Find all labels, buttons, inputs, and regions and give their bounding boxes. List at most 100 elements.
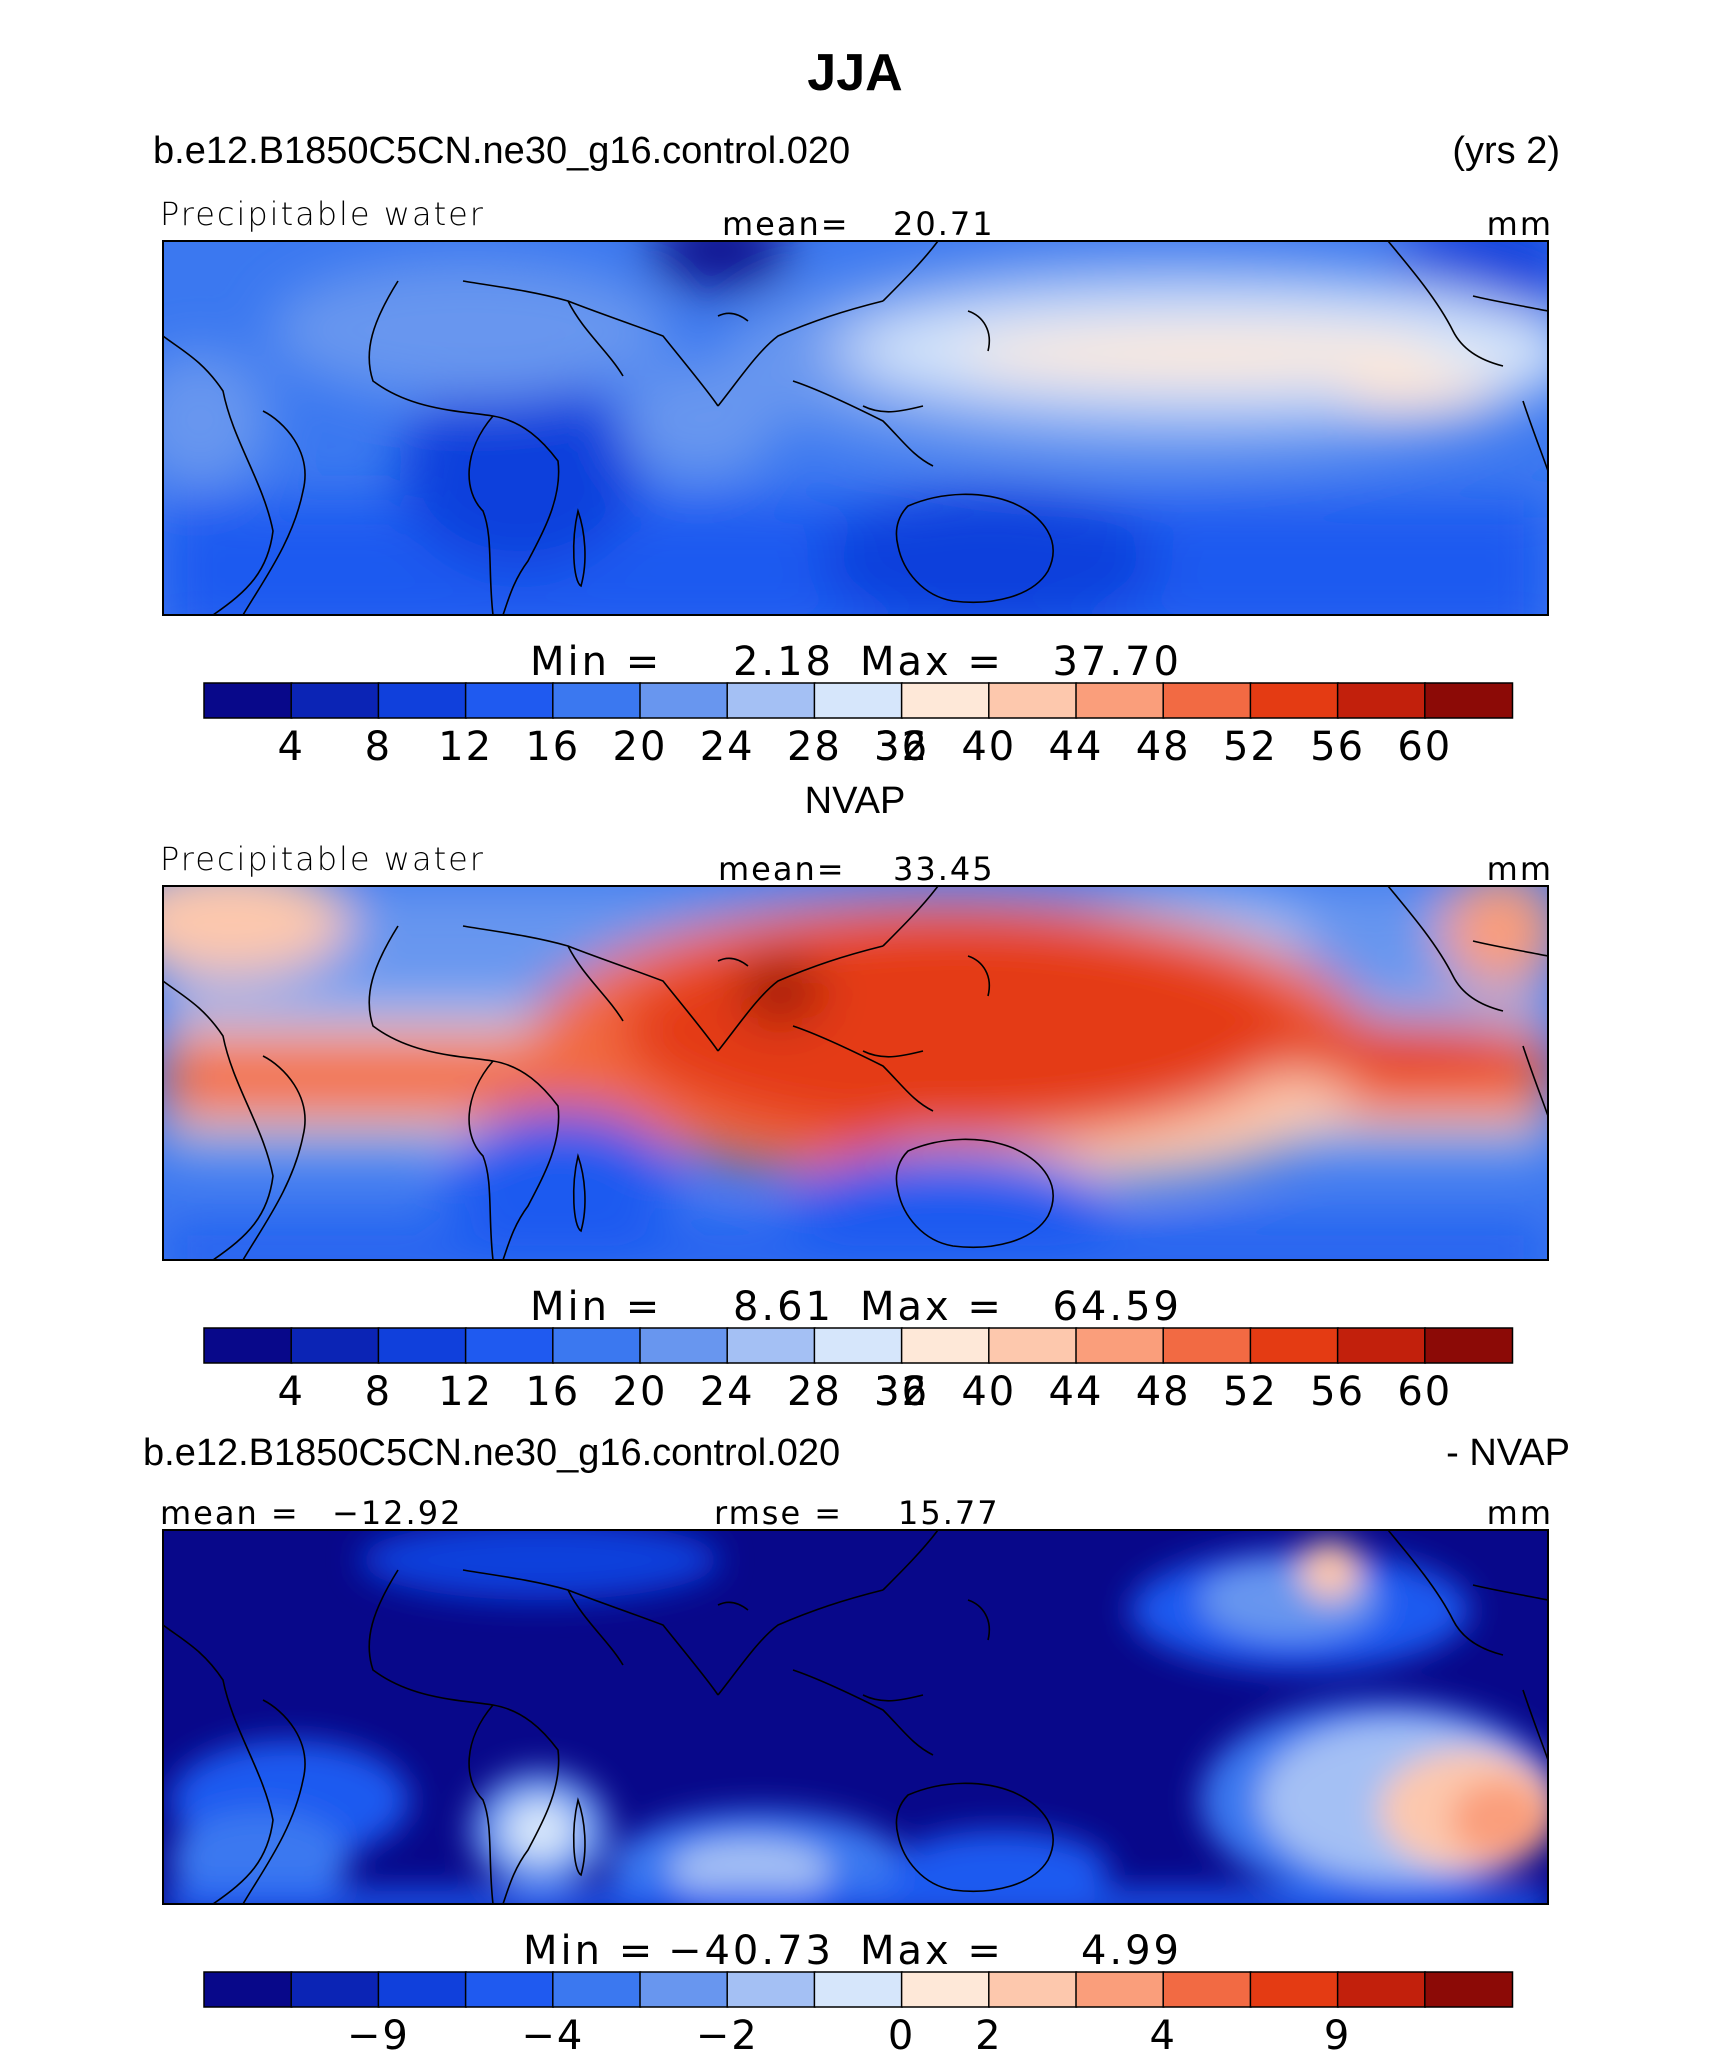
colorbar-tick-label: 4 [277,724,304,770]
colorbar-tick-label: 48 [1136,1369,1191,1415]
colorbar-tick-label: −9 [347,2013,410,2059]
colorbar-box [290,1327,380,1364]
panel-model-mean: mean= 20.71 [722,205,995,243]
panel-diff-frame [162,1529,1549,1905]
colorbar-tick-label: 36 [874,724,929,770]
panel-obs-mean-label: mean= [718,850,846,888]
panel-obs-frame [162,885,1549,1261]
colorbar-box [464,1971,555,2008]
colorbar-tick-label: 44 [1049,1369,1104,1415]
colorbar-box [1424,682,1514,719]
panel-diff-units: mm [1487,1494,1553,1532]
colorbar-box [552,1971,642,2008]
panel-obs-max-value: 64.59 [1052,1284,1182,1330]
panel-obs-map [163,886,1548,1260]
colorbar-tick-label: 12 [438,1369,493,1415]
colorbar-tick-label: −2 [696,2013,759,2059]
colorbar-tick-label: 52 [1223,1369,1278,1415]
colorbar-tick-label: 32 [874,724,929,770]
colorbar-box [726,1327,816,1364]
colorbar-box [988,1327,1078,1364]
colorbar-tick-label: 40 [961,1369,1016,1415]
colorbar-tick-label: 0 [888,2013,915,2059]
colorbar-box [813,1327,903,1364]
colorbar-tick-label: 36 [874,1369,929,1415]
colorbar-tick-label: 8 [365,1369,392,1415]
colorbar-tick-label: 44 [1049,724,1104,770]
panel-diff-mean-label: mean = [160,1494,300,1532]
panel-model: b.e12.B1850C5CN.ne30_g16.control.020 (yr… [153,130,1560,770]
colorbar-box [552,682,642,719]
panel-model-frame [162,240,1549,616]
colorbar-box [377,1971,467,2008]
colorbar-tick-label: 24 [700,1369,755,1415]
colorbar-tick-label: 16 [525,1369,580,1415]
colorbar-box [900,1327,991,1364]
colorbar-tick-label: 60 [1397,724,1452,770]
panel-obs-variable: Precipitable water [160,840,485,878]
panel-model-minmax: Min = 2.18 Max = 37.70 [530,639,1182,685]
colorbar-tick-label: 28 [787,724,842,770]
colorbar-box [639,1327,729,1364]
panel-obs-units: mm [1487,850,1553,888]
panel-model-min-value: 2.18 [733,639,834,685]
panel-diff-rmse-value: 15.77 [898,1494,1000,1532]
colorbar-tick-label: 20 [613,1369,668,1415]
colorbar-box [988,682,1078,719]
figure-title: JJA [807,44,902,102]
colorbar-box [464,1327,555,1364]
panel-obs-min-value: 8.61 [733,1284,834,1330]
colorbar-box [464,682,555,719]
panel-model-max-label: Max = [860,639,1004,685]
colorbar-tick-label: 8 [365,724,392,770]
panel-model-years: (yrs 2) [1452,130,1560,172]
colorbar-box [377,1327,467,1364]
colorbar-box [1249,1971,1339,2008]
colorbar-box [639,682,729,719]
colorbar-tick-label: 20 [613,724,668,770]
colorbar-tick-label: 48 [1136,724,1191,770]
panel-diff-minmax: Min = −40.73 Max = 4.99 [523,1928,1179,1974]
panel-diff-rmse: rmse = 15.77 [714,1494,1000,1532]
colorbar-box [726,1971,816,2008]
panel-obs-title: NVAP [805,780,906,822]
panel-obs-mean-value: 33.45 [893,850,995,888]
panel-diff-colorbar: −9 −4 −2 0 2 4 9 [203,1971,1514,2059]
panel-diff-max-label: Max = [860,1928,1004,1974]
panel-obs-mean: mean= 33.45 [718,850,995,888]
colorbar-box [290,1971,380,2008]
colorbar-box [1336,1971,1427,2008]
colorbar-tick-label: 4 [277,1369,304,1415]
colorbar-box [988,1971,1078,2008]
colorbar-box [290,682,380,719]
panel-diff-case: b.e12.B1850C5CN.ne30_g16.control.020 [143,1432,840,1474]
panel-diff-min-value: −40.73 [668,1928,834,1974]
colorbar-tick-label: 56 [1310,1369,1365,1415]
panel-obs: NVAP Precipitable water mean= 33.45 mm [160,780,1553,1415]
panel-obs-min-label: Min = [530,1284,662,1330]
colorbar-box [1249,682,1339,719]
colorbar-box [1162,1327,1252,1364]
colorbar-box [203,682,293,719]
colorbar-tick-label: 56 [1310,724,1365,770]
panel-model-mean-value: 20.71 [893,205,995,243]
panel-diff-rmse-label: rmse = [714,1494,843,1532]
colorbar-box [639,1971,729,2008]
colorbar-box [813,682,903,719]
panel-model-variable: Precipitable water [160,195,485,233]
panel-model-max-value: 37.70 [1052,639,1182,685]
panel-model-case: b.e12.B1850C5CN.ne30_g16.control.020 [153,130,850,172]
colorbar-tick-label: 28 [787,1369,842,1415]
colorbar-tick-label: 9 [1324,2013,1351,2059]
colorbar-tick-label: 2 [975,2013,1002,2059]
colorbar-tick-label: 12 [438,724,493,770]
colorbar-tick-label: 32 [874,1369,929,1415]
colorbar-box [900,682,991,719]
panel-model-map [163,241,1548,615]
panel-obs-minmax: Min = 8.61 Max = 64.59 [530,1284,1182,1330]
panel-model-mean-label: mean= [722,205,850,243]
colorbar-box [1075,682,1165,719]
colorbar-box [1075,1327,1165,1364]
